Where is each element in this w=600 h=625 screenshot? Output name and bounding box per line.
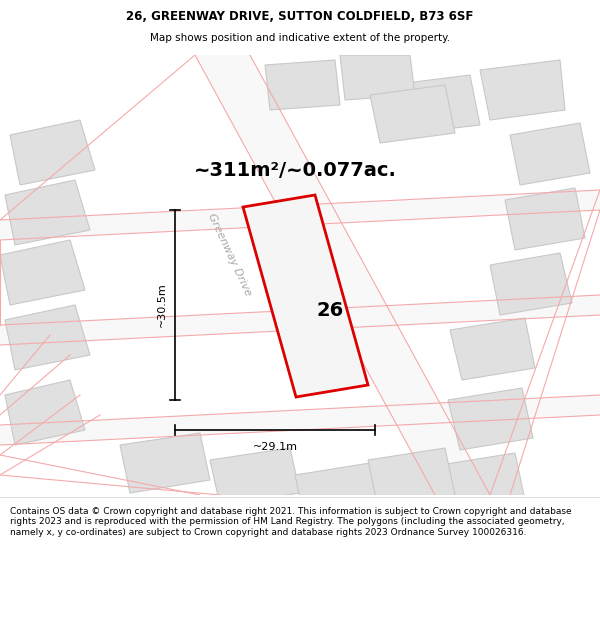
Text: Contains OS data © Crown copyright and database right 2021. This information is : Contains OS data © Crown copyright and d… — [10, 507, 572, 537]
Polygon shape — [390, 75, 480, 135]
Polygon shape — [0, 295, 600, 345]
Polygon shape — [0, 190, 600, 240]
Text: 26, GREENWAY DRIVE, SUTTON COLDFIELD, B73 6SF: 26, GREENWAY DRIVE, SUTTON COLDFIELD, B7… — [127, 11, 473, 24]
Polygon shape — [10, 120, 95, 185]
Text: ~30.5m: ~30.5m — [157, 282, 167, 328]
Polygon shape — [265, 60, 340, 110]
Polygon shape — [195, 55, 490, 495]
Text: Greenway Drive: Greenway Drive — [206, 212, 254, 298]
Polygon shape — [480, 60, 565, 120]
Polygon shape — [0, 395, 600, 445]
Polygon shape — [505, 188, 585, 250]
Polygon shape — [448, 388, 533, 450]
Polygon shape — [510, 123, 590, 185]
Polygon shape — [450, 318, 535, 380]
Polygon shape — [120, 433, 210, 493]
Polygon shape — [368, 448, 455, 508]
Polygon shape — [340, 55, 415, 100]
Text: 26: 26 — [316, 301, 344, 319]
Polygon shape — [440, 453, 525, 513]
Polygon shape — [5, 305, 90, 370]
Polygon shape — [0, 240, 85, 305]
Polygon shape — [370, 85, 455, 143]
Text: Map shows position and indicative extent of the property.: Map shows position and indicative extent… — [150, 33, 450, 43]
Text: ~29.1m: ~29.1m — [253, 442, 298, 452]
Polygon shape — [5, 380, 85, 445]
Polygon shape — [295, 463, 380, 522]
Polygon shape — [243, 195, 368, 397]
Polygon shape — [490, 253, 572, 315]
Polygon shape — [5, 180, 90, 245]
Text: ~311m²/~0.077ac.: ~311m²/~0.077ac. — [194, 161, 397, 179]
Polygon shape — [210, 448, 300, 505]
